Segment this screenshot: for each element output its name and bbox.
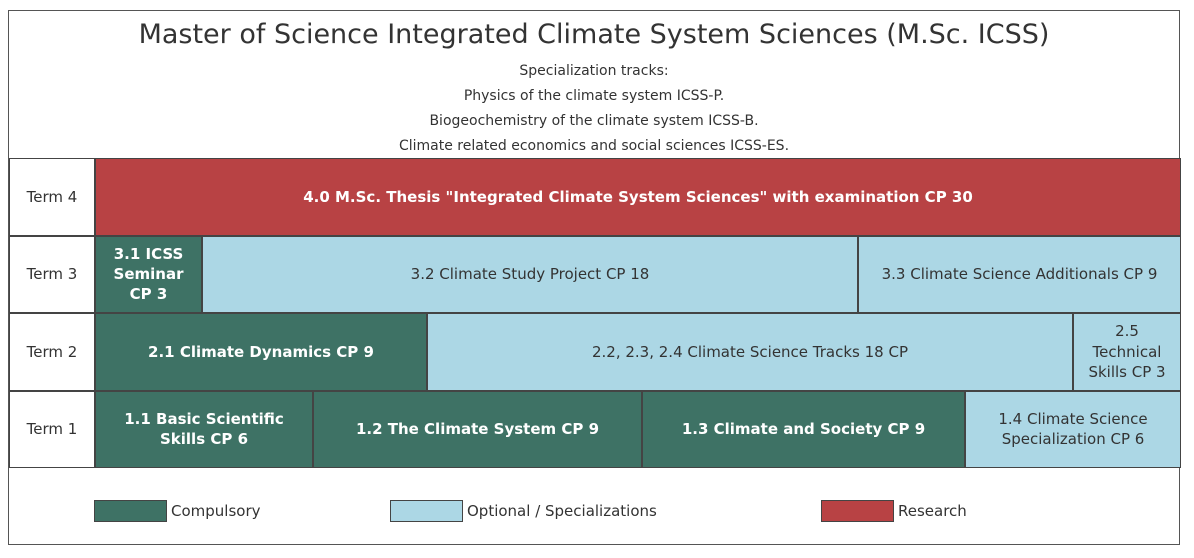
subtitle-line: Specialization tracks:	[519, 63, 669, 79]
module: 3.3 Climate Science Additionals CP 9	[858, 235, 1181, 313]
term-label: Term 1	[9, 390, 95, 468]
subtitle-line: Physics of the climate system ICSS-P.	[463, 88, 725, 104]
module: 4.0 M.Sc. Thesis "Integrated Climate Sys…	[95, 158, 1181, 236]
subtitle-line: Climate related economics and social sci…	[398, 138, 790, 154]
module: 1.2 The Climate System CP 9	[313, 390, 642, 468]
legend-label: Optional / Specializations	[467, 502, 657, 520]
term-label: Term 2	[9, 313, 95, 391]
module: 2.1 Climate Dynamics CP 9	[95, 313, 427, 391]
term-label: Term 3	[9, 235, 95, 313]
diagram: Master of Science Integrated Climate Sys…	[8, 10, 1181, 545]
module: 2.2, 2.3, 2.4 Climate Science Tracks 18 …	[427, 313, 1073, 391]
legend-swatch	[821, 500, 894, 522]
subtitle-line: Biogeochemistry of the climate system IC…	[429, 113, 759, 129]
legend-label: Compulsory	[171, 502, 261, 520]
module: 3.1 ICSS Seminar CP 3	[95, 235, 202, 313]
title: Master of Science Integrated Climate Sys…	[138, 19, 1050, 50]
module: 1.1 Basic Scientific Skills CP 6	[95, 390, 313, 468]
module: 1.3 Climate and Society CP 9	[642, 390, 965, 468]
legend-swatch	[94, 500, 167, 522]
module: 3.2 Climate Study Project CP 18	[202, 235, 858, 313]
legend-swatch	[390, 500, 463, 522]
legend-label: Research	[898, 502, 967, 520]
term-label: Term 4	[9, 158, 95, 236]
module: 2.5 Technical Skills CP 3	[1073, 313, 1181, 391]
module: 1.4 Climate Science Specialization CP 6	[965, 390, 1181, 468]
